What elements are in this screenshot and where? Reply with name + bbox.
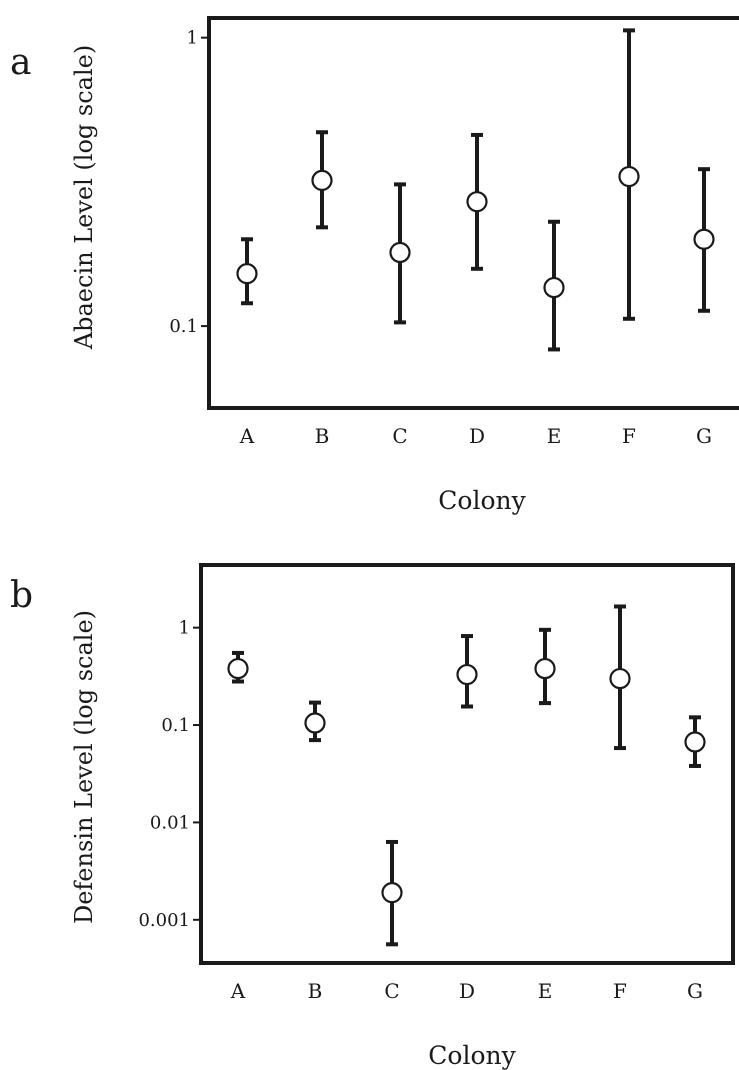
data-point bbox=[236, 263, 258, 285]
y-tick-label: 0.001 bbox=[138, 910, 190, 931]
x-axis-label: Colony bbox=[438, 486, 526, 515]
x-category-label: D bbox=[469, 424, 485, 448]
y-tick-label: 0.1 bbox=[169, 316, 198, 337]
y-tick-label: 1 bbox=[187, 28, 198, 49]
x-category-label: C bbox=[392, 424, 407, 448]
data-point bbox=[543, 276, 565, 299]
data-point bbox=[466, 191, 488, 213]
data-point bbox=[381, 882, 403, 904]
data-point bbox=[227, 657, 249, 680]
data-point bbox=[389, 241, 411, 264]
plot-frame bbox=[199, 563, 735, 965]
y-axis-label: Defensin Level (log scale) bbox=[70, 610, 98, 924]
plot-frame bbox=[207, 16, 739, 410]
data-point bbox=[684, 731, 706, 753]
x-category-label: A bbox=[230, 979, 246, 1003]
data-point bbox=[304, 712, 326, 734]
x-category-label: G bbox=[687, 979, 703, 1003]
x-category-label: B bbox=[315, 424, 330, 448]
x-axis-label: Colony bbox=[428, 1041, 516, 1070]
y-tick-label: 0.1 bbox=[161, 715, 190, 736]
data-point bbox=[609, 667, 631, 690]
x-category-label: A bbox=[239, 424, 255, 448]
data-point bbox=[534, 657, 556, 680]
y-tick-label: 1 bbox=[179, 618, 190, 639]
panel-label-b: b bbox=[10, 575, 33, 616]
x-category-label: G bbox=[696, 424, 712, 448]
panel-a: a Abaecin Level (log scale) Colony 0.1 1 A… bbox=[10, 16, 739, 515]
panel-b: b Defensin Level (log scale) Colony 0.00… bbox=[10, 563, 735, 1070]
data-point bbox=[618, 165, 640, 188]
x-category-label: E bbox=[538, 979, 553, 1003]
plot-area: 0.001 0.01 0.1 1 A B C D E F G bbox=[138, 604, 706, 1003]
x-category-label: F bbox=[622, 424, 636, 448]
x-category-label: F bbox=[613, 979, 627, 1003]
y-axis-label: Abaecin Level (log scale) bbox=[70, 45, 98, 350]
data-point bbox=[311, 169, 333, 191]
plot-area: 0.1 1 A B C D E F G bbox=[169, 28, 715, 448]
x-category-label: C bbox=[384, 979, 399, 1003]
data-point bbox=[693, 228, 715, 250]
data-point bbox=[456, 663, 478, 686]
x-category-label: E bbox=[547, 424, 562, 448]
panel-label-a: a bbox=[10, 42, 31, 83]
x-category-label: B bbox=[308, 979, 323, 1003]
x-category-label: D bbox=[459, 979, 475, 1003]
y-tick-label: 0.01 bbox=[150, 812, 190, 833]
